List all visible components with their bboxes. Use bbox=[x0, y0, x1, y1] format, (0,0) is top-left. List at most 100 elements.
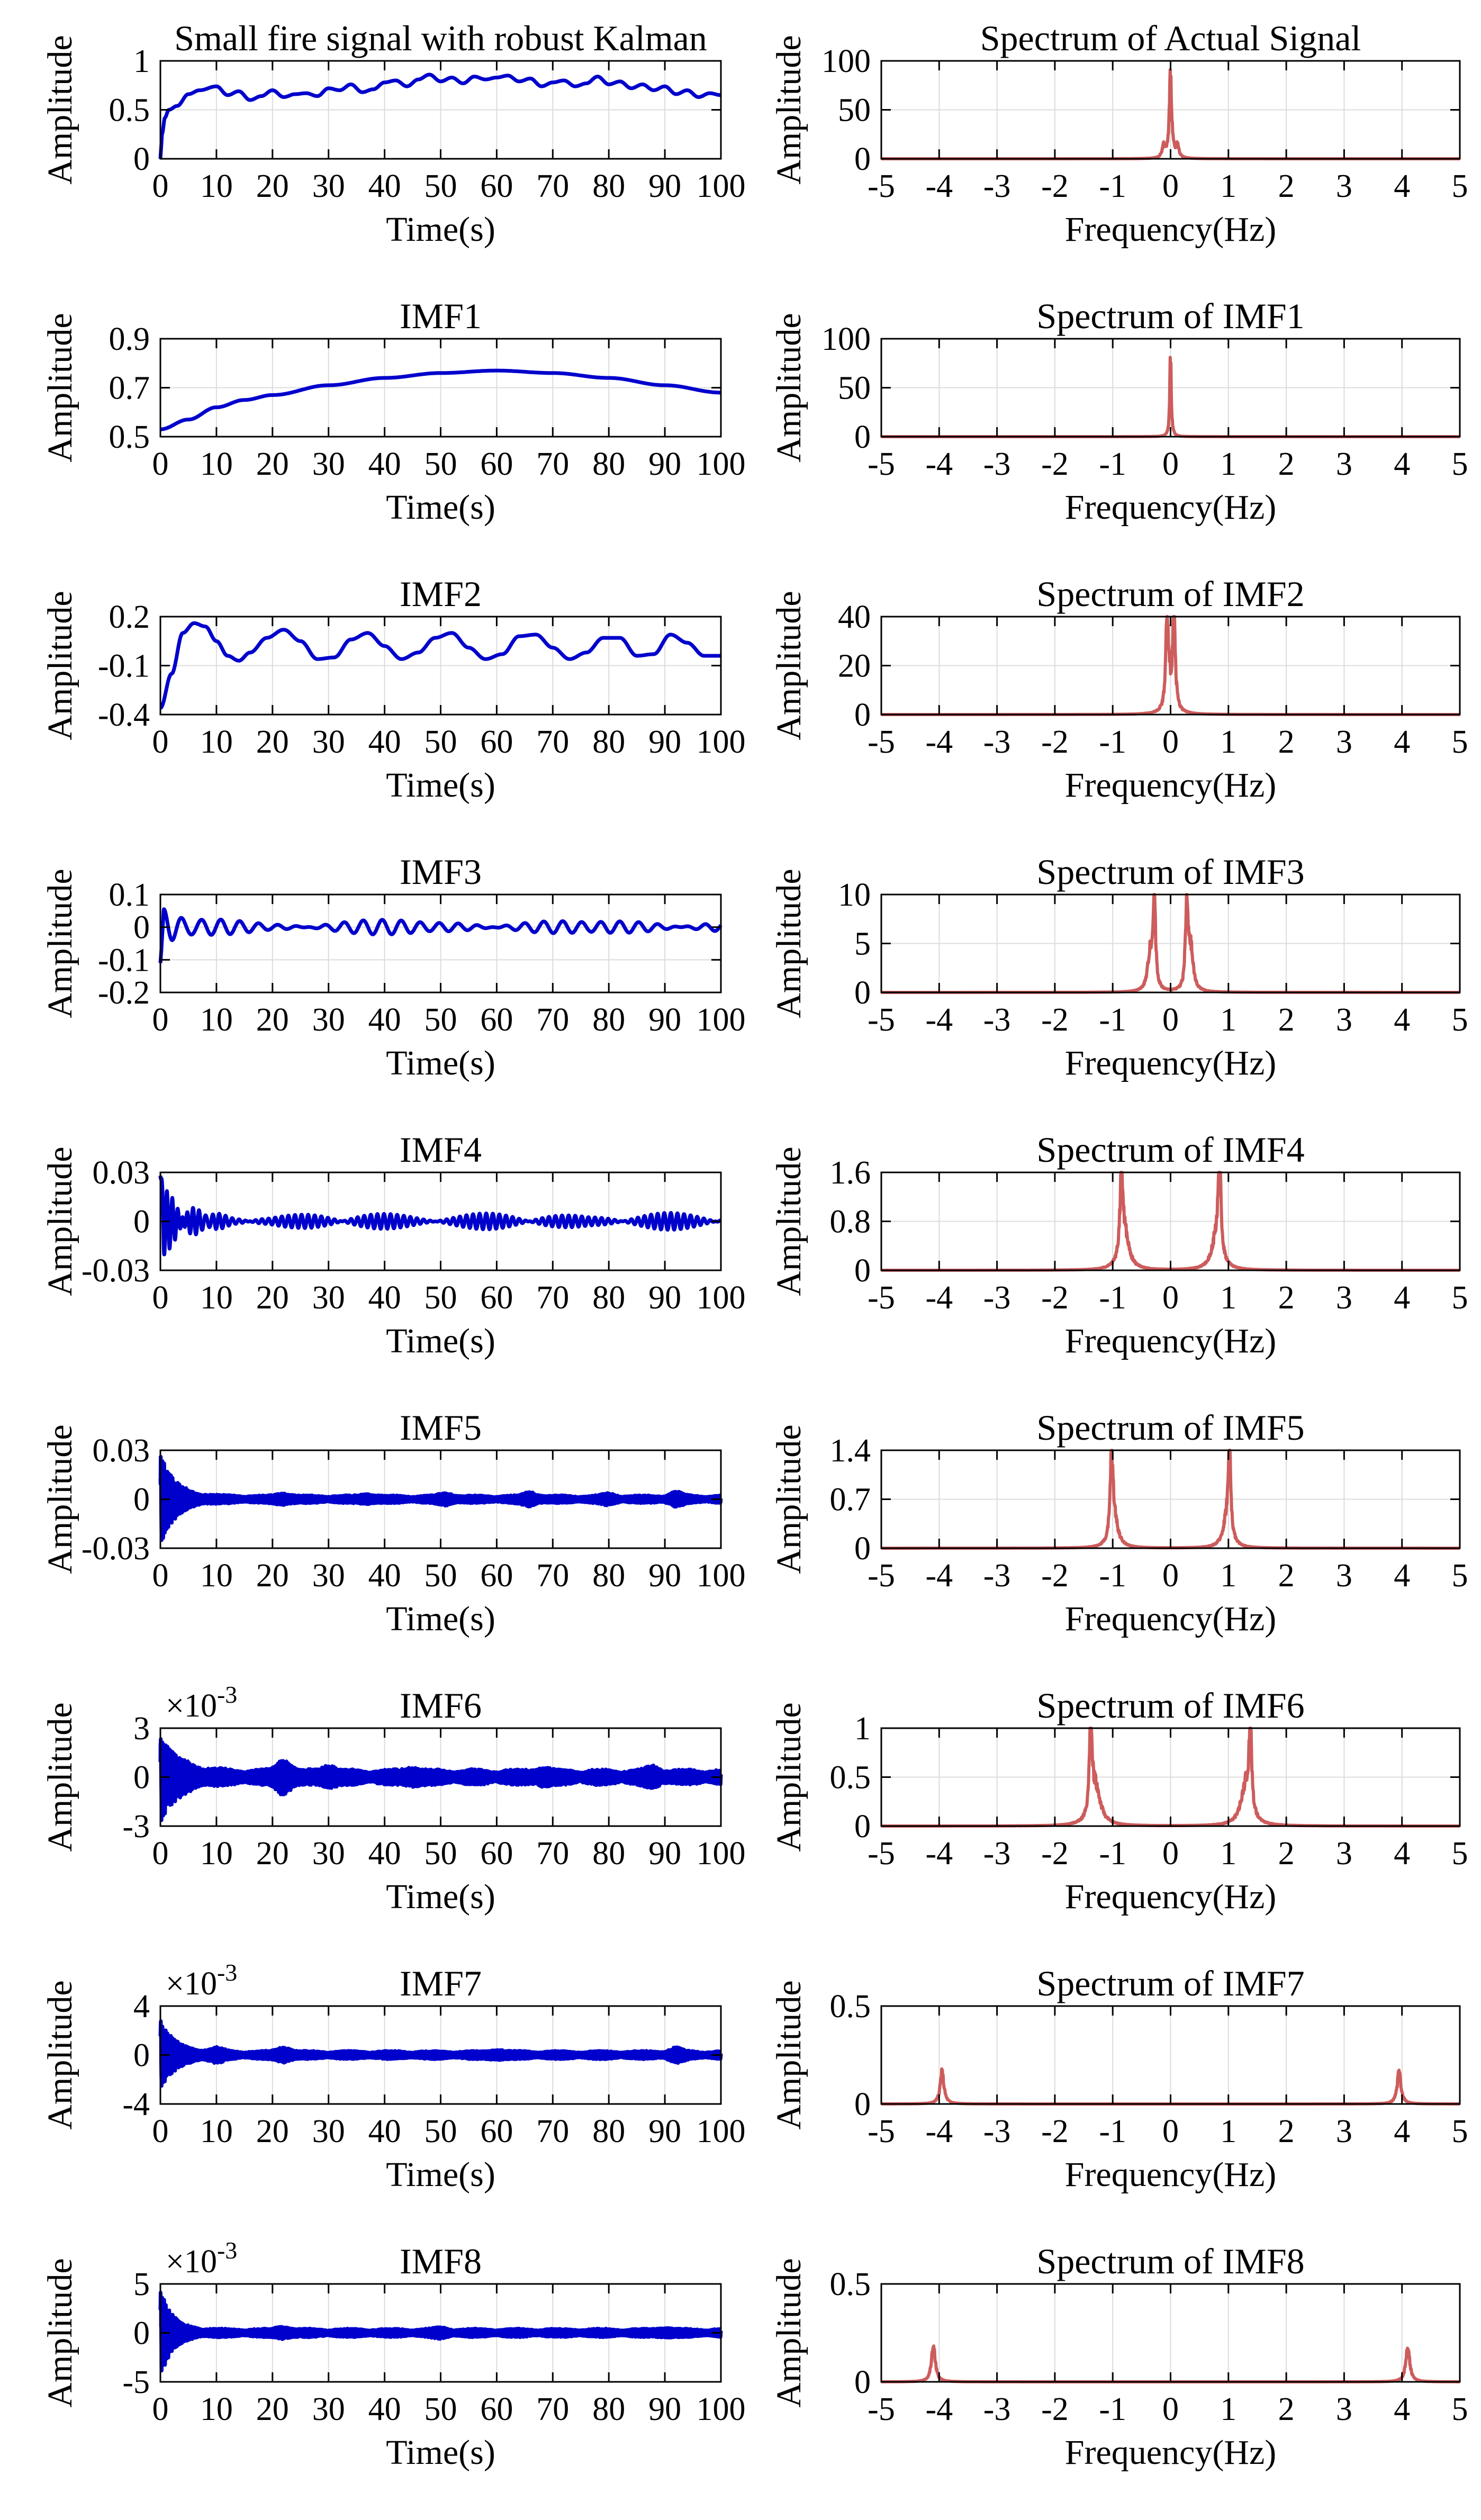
y-tick-label: 0 bbox=[854, 1809, 871, 1845]
x-tick-label: 70 bbox=[536, 1280, 569, 1316]
x-tick-label: 2 bbox=[1278, 1558, 1295, 1594]
x-tick-label: 80 bbox=[592, 2391, 625, 2427]
exponent-label: ×10-3 bbox=[166, 1959, 237, 2002]
x-tick-label: 0 bbox=[1162, 724, 1179, 760]
x-tick-label: -2 bbox=[1041, 1836, 1069, 1872]
panel-title: Spectrum of IMF1 bbox=[1036, 296, 1304, 336]
panel-title: Spectrum of IMF5 bbox=[1036, 1407, 1304, 1448]
x-tick-label: 60 bbox=[480, 1002, 513, 1038]
x-tick-label: 20 bbox=[256, 1280, 289, 1316]
spectrum-panel-3: -5 -4 -3 -2 -1 0 1 2 3 4 5 0 20 40 Spectrum of IMF2 Fre… bbox=[770, 574, 1468, 805]
x-tick-label: 0 bbox=[152, 2391, 169, 2427]
x-tick-label: 50 bbox=[425, 2391, 457, 2427]
x-tick-label: 50 bbox=[425, 1280, 457, 1316]
x-tick-label: 40 bbox=[368, 1280, 401, 1316]
time-panel-1: 0 10 20 30 40 50 60 70 80 90 100 0 0.5 1 Small fire si… bbox=[41, 18, 746, 249]
x-tick-label: 100 bbox=[697, 1836, 746, 1872]
y-tick-label: 50 bbox=[838, 371, 871, 407]
x-tick-label: 40 bbox=[368, 1002, 401, 1038]
y-tick-label: 1 bbox=[133, 43, 150, 79]
x-tick-label: 1 bbox=[1220, 1836, 1236, 1872]
y-tick-label: 0 bbox=[133, 2316, 150, 2352]
x-tick-label: 60 bbox=[480, 1558, 513, 1594]
x-tick-label: 90 bbox=[648, 1558, 681, 1594]
x-tick-label: -4 bbox=[925, 1002, 953, 1038]
x-tick-label: 1 bbox=[1220, 2391, 1236, 2427]
y-axis-label: Amplitude bbox=[770, 1980, 808, 2129]
x-tick-label: -2 bbox=[1041, 446, 1069, 482]
x-axis-label: Frequency(Hz) bbox=[1065, 1044, 1276, 1082]
x-tick-label: 100 bbox=[697, 2113, 746, 2149]
panel-title: Spectrum of IMF4 bbox=[1036, 1130, 1304, 1170]
x-axis-label: Frequency(Hz) bbox=[1065, 1322, 1276, 1360]
x-tick-label: 5 bbox=[1452, 724, 1468, 760]
x-tick-label: 0 bbox=[1162, 1836, 1179, 1872]
y-tick-label: -5 bbox=[122, 2364, 150, 2400]
x-tick-label: -2 bbox=[1041, 2391, 1069, 2427]
x-tick-label: 60 bbox=[480, 1280, 513, 1316]
time-series-line bbox=[158, 1455, 723, 1542]
time-panel-7: 0 10 20 30 40 50 60 70 80 90 100-303IMF6Time(s)Amp… bbox=[41, 1681, 746, 1916]
time-panel-4: 0 10 20 30 40 50 60 70 80 90 100-0.2-0.100.1IMF3Ti… bbox=[41, 852, 746, 1082]
y-tick-label: 0 bbox=[854, 697, 871, 733]
y-tick-label: 0 bbox=[133, 910, 150, 946]
x-axis-label: Frequency(Hz) bbox=[1065, 1877, 1276, 1916]
x-tick-label: 40 bbox=[368, 446, 401, 482]
x-tick-label: 30 bbox=[312, 168, 345, 204]
x-tick-label: 3 bbox=[1336, 1558, 1352, 1594]
x-tick-label: 60 bbox=[480, 1836, 513, 1872]
x-tick-label: 30 bbox=[312, 2113, 345, 2149]
x-tick-label: 20 bbox=[256, 1002, 289, 1038]
x-tick-label: 0 bbox=[152, 446, 169, 482]
y-axis-label: Amplitude bbox=[41, 313, 79, 462]
y-axis-label: Amplitude bbox=[770, 869, 808, 1018]
y-tick-label: 0.1 bbox=[109, 877, 150, 913]
time-panel-2: 0 10 20 30 40 50 60 70 80 90 100 0.5 0.7 0.9 IMF1 Time(… bbox=[41, 296, 746, 527]
panel-title: IMF7 bbox=[400, 1963, 482, 2003]
x-tick-label: 90 bbox=[648, 446, 681, 482]
x-tick-label: 10 bbox=[200, 1002, 233, 1038]
x-axis-label: Frequency(Hz) bbox=[1065, 1600, 1276, 1638]
x-tick-label: 0 bbox=[1162, 1280, 1179, 1316]
x-tick-label: 10 bbox=[200, 2113, 233, 2149]
x-tick-label: 1 bbox=[1220, 2113, 1236, 2149]
time-panel-8: 0 10 20 30 40 50 60 70 80 90 100-404IMF7Time(s)Amp… bbox=[41, 1959, 746, 2194]
x-tick-label: -1 bbox=[1099, 446, 1126, 482]
x-tick-label: 10 bbox=[200, 1280, 233, 1316]
y-axis-label: Amplitude bbox=[770, 1702, 808, 1851]
x-tick-label: 1 bbox=[1220, 168, 1236, 204]
x-tick-label: -4 bbox=[925, 1558, 953, 1594]
y-tick-label: 0 bbox=[854, 1531, 871, 1567]
x-axis-label: Frequency(Hz) bbox=[1065, 766, 1276, 805]
y-tick-label: 0 bbox=[854, 975, 871, 1011]
panel-title: Spectrum of IMF2 bbox=[1036, 574, 1304, 614]
x-tick-label: 80 bbox=[592, 1836, 625, 1872]
x-tick-label: 100 bbox=[697, 1002, 746, 1038]
time-panel-3: 0 10 20 30 40 50 60 70 80 90 100 -0.4 -0.1 0.2 IMF2 Tim… bbox=[41, 574, 746, 805]
x-tick-label: 10 bbox=[200, 1836, 233, 1872]
y-tick-label: 0 bbox=[133, 1760, 150, 1796]
x-tick-label: 30 bbox=[312, 1836, 345, 1872]
x-tick-label: -1 bbox=[1099, 2391, 1126, 2427]
x-tick-label: -2 bbox=[1041, 1002, 1069, 1038]
x-tick-label: 2 bbox=[1278, 2391, 1295, 2427]
x-axis-label: Time(s) bbox=[386, 1600, 495, 1638]
y-axis-label: Amplitude bbox=[770, 1146, 808, 1296]
y-tick-label: 0 bbox=[854, 1253, 871, 1289]
x-tick-label: 40 bbox=[368, 1558, 401, 1594]
x-tick-label: 10 bbox=[200, 724, 233, 760]
x-tick-label: 4 bbox=[1394, 1002, 1410, 1038]
x-tick-label: 70 bbox=[536, 2391, 569, 2427]
x-tick-label: 80 bbox=[592, 1280, 625, 1316]
panel-title: Spectrum of IMF6 bbox=[1036, 1685, 1304, 1726]
x-tick-label: 3 bbox=[1336, 168, 1352, 204]
y-tick-label: -0.03 bbox=[82, 1253, 150, 1289]
panel-title: Spectrum of IMF7 bbox=[1036, 1963, 1304, 2003]
x-tick-label: -3 bbox=[983, 446, 1011, 482]
x-tick-label: 1 bbox=[1220, 1280, 1236, 1316]
x-tick-label: 50 bbox=[425, 1836, 457, 1872]
x-tick-label: -4 bbox=[925, 446, 953, 482]
x-tick-label: 10 bbox=[200, 1558, 233, 1594]
panel-title: IMF4 bbox=[400, 1130, 482, 1170]
